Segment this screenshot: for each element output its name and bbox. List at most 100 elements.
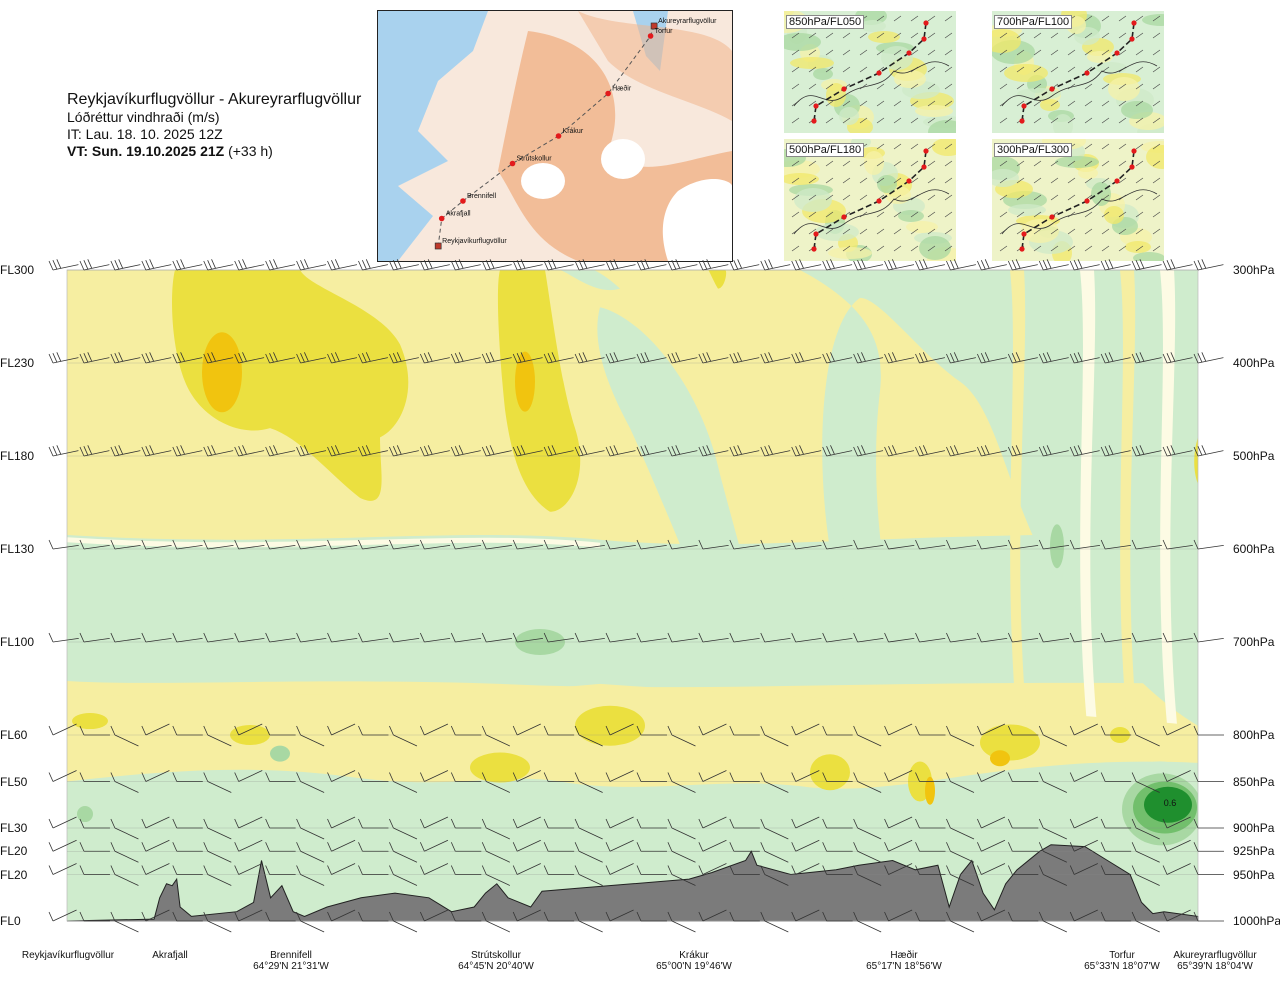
- wind-barb-feather: [946, 446, 951, 457]
- wind-barb-feather: [145, 446, 151, 456]
- minimap-700[interactable]: 700hPa/FL100: [992, 11, 1164, 133]
- wind-barb: [300, 264, 327, 271]
- minimap-wind-barb: [859, 117, 868, 124]
- wind-barb-feather: [636, 446, 642, 457]
- wind-barb-feather: [1042, 260, 1048, 270]
- wind-barb-feather: [543, 865, 549, 875]
- wind-barb: [578, 450, 605, 457]
- wind-barb-feather: [551, 445, 557, 455]
- wind-barb: [517, 357, 543, 364]
- wind-barb: [238, 723, 263, 736]
- wind-barb-feather: [389, 632, 394, 643]
- wind-barb-feather: [826, 353, 831, 363]
- wind-barb: [52, 264, 79, 271]
- minimap-wind-barb: [859, 49, 868, 56]
- minimap-300[interactable]: 300hPa/FL300: [992, 139, 1164, 261]
- wind-barb: [393, 827, 418, 840]
- wind-barb: [671, 781, 696, 793]
- wind-barb-feather: [481, 865, 487, 875]
- wind-barb: [640, 450, 667, 457]
- wind-barb-feather: [919, 260, 924, 270]
- wind-barb-feather: [1193, 865, 1199, 875]
- wind-barb-feather: [48, 865, 54, 875]
- wind-barb: [517, 450, 543, 457]
- map-point-marker: [647, 33, 654, 39]
- wind-barb: [1043, 450, 1069, 457]
- minimap-wind-barb: [927, 160, 936, 167]
- wind-barb-feather: [667, 632, 673, 643]
- minimap-field-blob: [992, 169, 1019, 187]
- wind-barb-feather: [791, 446, 797, 457]
- wind-barb-feather: [481, 446, 487, 457]
- minimap-wind-barb: [927, 177, 936, 184]
- wind-barb-feather: [1007, 446, 1013, 457]
- wind-barb-feather: [733, 260, 739, 270]
- wind-barb-feather: [667, 353, 673, 364]
- wind-barb: [640, 544, 667, 550]
- wind-barb: [52, 816, 77, 829]
- wind-barb-feather: [1162, 260, 1168, 271]
- wind-barb-feather: [48, 725, 54, 736]
- wind-barb-feather: [423, 446, 429, 456]
- minimap-coastline: [1001, 61, 1158, 107]
- minimap-wind-barb: [1033, 194, 1042, 201]
- wind-barb-feather: [1038, 865, 1044, 875]
- wind-barb-feather: [857, 260, 862, 270]
- station-label: Brennifell 64°29'N 21°31'W: [241, 950, 341, 972]
- minimap-500[interactable]: 500hPa/FL180: [784, 139, 956, 261]
- wind-barb-feather: [1197, 353, 1203, 363]
- wind-barb: [176, 357, 203, 364]
- wind-barb-feather: [574, 446, 580, 457]
- wind-barb-feather: [543, 772, 549, 782]
- map-point-label: Akrafjall: [446, 211, 471, 218]
- wind-barb-feather: [1162, 865, 1168, 875]
- wind-barb-feather: [327, 353, 332, 364]
- wind-barb-feather: [760, 260, 766, 271]
- flight-level-label: FL60: [0, 728, 28, 742]
- wind-barb-feather: [915, 353, 920, 364]
- wind-barb: [981, 723, 1006, 736]
- minimap-wind-barb: [808, 194, 817, 201]
- wind-barb-feather: [358, 353, 363, 364]
- minimap-850[interactable]: 850hPa/FL050: [784, 11, 956, 133]
- wind-barb-feather: [857, 446, 862, 456]
- station-name: Akrafjall: [152, 950, 188, 961]
- wind-barb-feather: [172, 911, 178, 922]
- minimap-field-blob: [815, 223, 859, 241]
- wind-barb: [83, 450, 110, 457]
- wind-barb: [795, 816, 820, 829]
- minimap-field-blob: [1021, 219, 1059, 243]
- wind-barb-feather: [1069, 446, 1075, 457]
- minimap-wind-barb: [1152, 194, 1161, 201]
- wind-barb: [579, 544, 605, 550]
- minimap-field-blob: [1055, 156, 1099, 168]
- wind-barb: [857, 264, 884, 271]
- wind-barb: [795, 544, 822, 550]
- wind-barb: [702, 544, 729, 550]
- wind-barb: [1166, 357, 1193, 364]
- wind-barb: [1074, 544, 1101, 550]
- minimap-wind-barb: [808, 160, 817, 167]
- wind-barb-feather: [296, 260, 301, 271]
- wind-barb-feather: [574, 772, 580, 782]
- wind-barb: [1012, 637, 1039, 643]
- wind-barb: [1136, 637, 1162, 643]
- wind-barb-feather: [636, 539, 642, 550]
- wind-barb-feather: [1038, 260, 1044, 271]
- minimap-field-blob: [1087, 51, 1113, 63]
- wind-barb-feather: [48, 353, 54, 364]
- minimap-wind-barb: [825, 117, 834, 124]
- wind-barb-feather: [300, 260, 305, 270]
- core-downdraft-central: [515, 351, 535, 412]
- wind-barb-feather: [145, 260, 151, 270]
- pressure-level-label: 925hPa: [1233, 844, 1275, 859]
- wind-barb: [1105, 544, 1131, 550]
- wind-barb: [702, 723, 727, 736]
- wind-barb-feather: [327, 632, 332, 643]
- wind-barb: [888, 264, 915, 271]
- wind-barb-feather: [888, 353, 893, 363]
- route-map-canvas: Akureyrarflugvöllur Torfur Hæðir Krákur Strú…: [378, 11, 732, 261]
- minimap-field-blob: [1053, 114, 1073, 133]
- wind-barb-feather: [1077, 445, 1083, 455]
- minimap-wind-barb: [910, 117, 919, 124]
